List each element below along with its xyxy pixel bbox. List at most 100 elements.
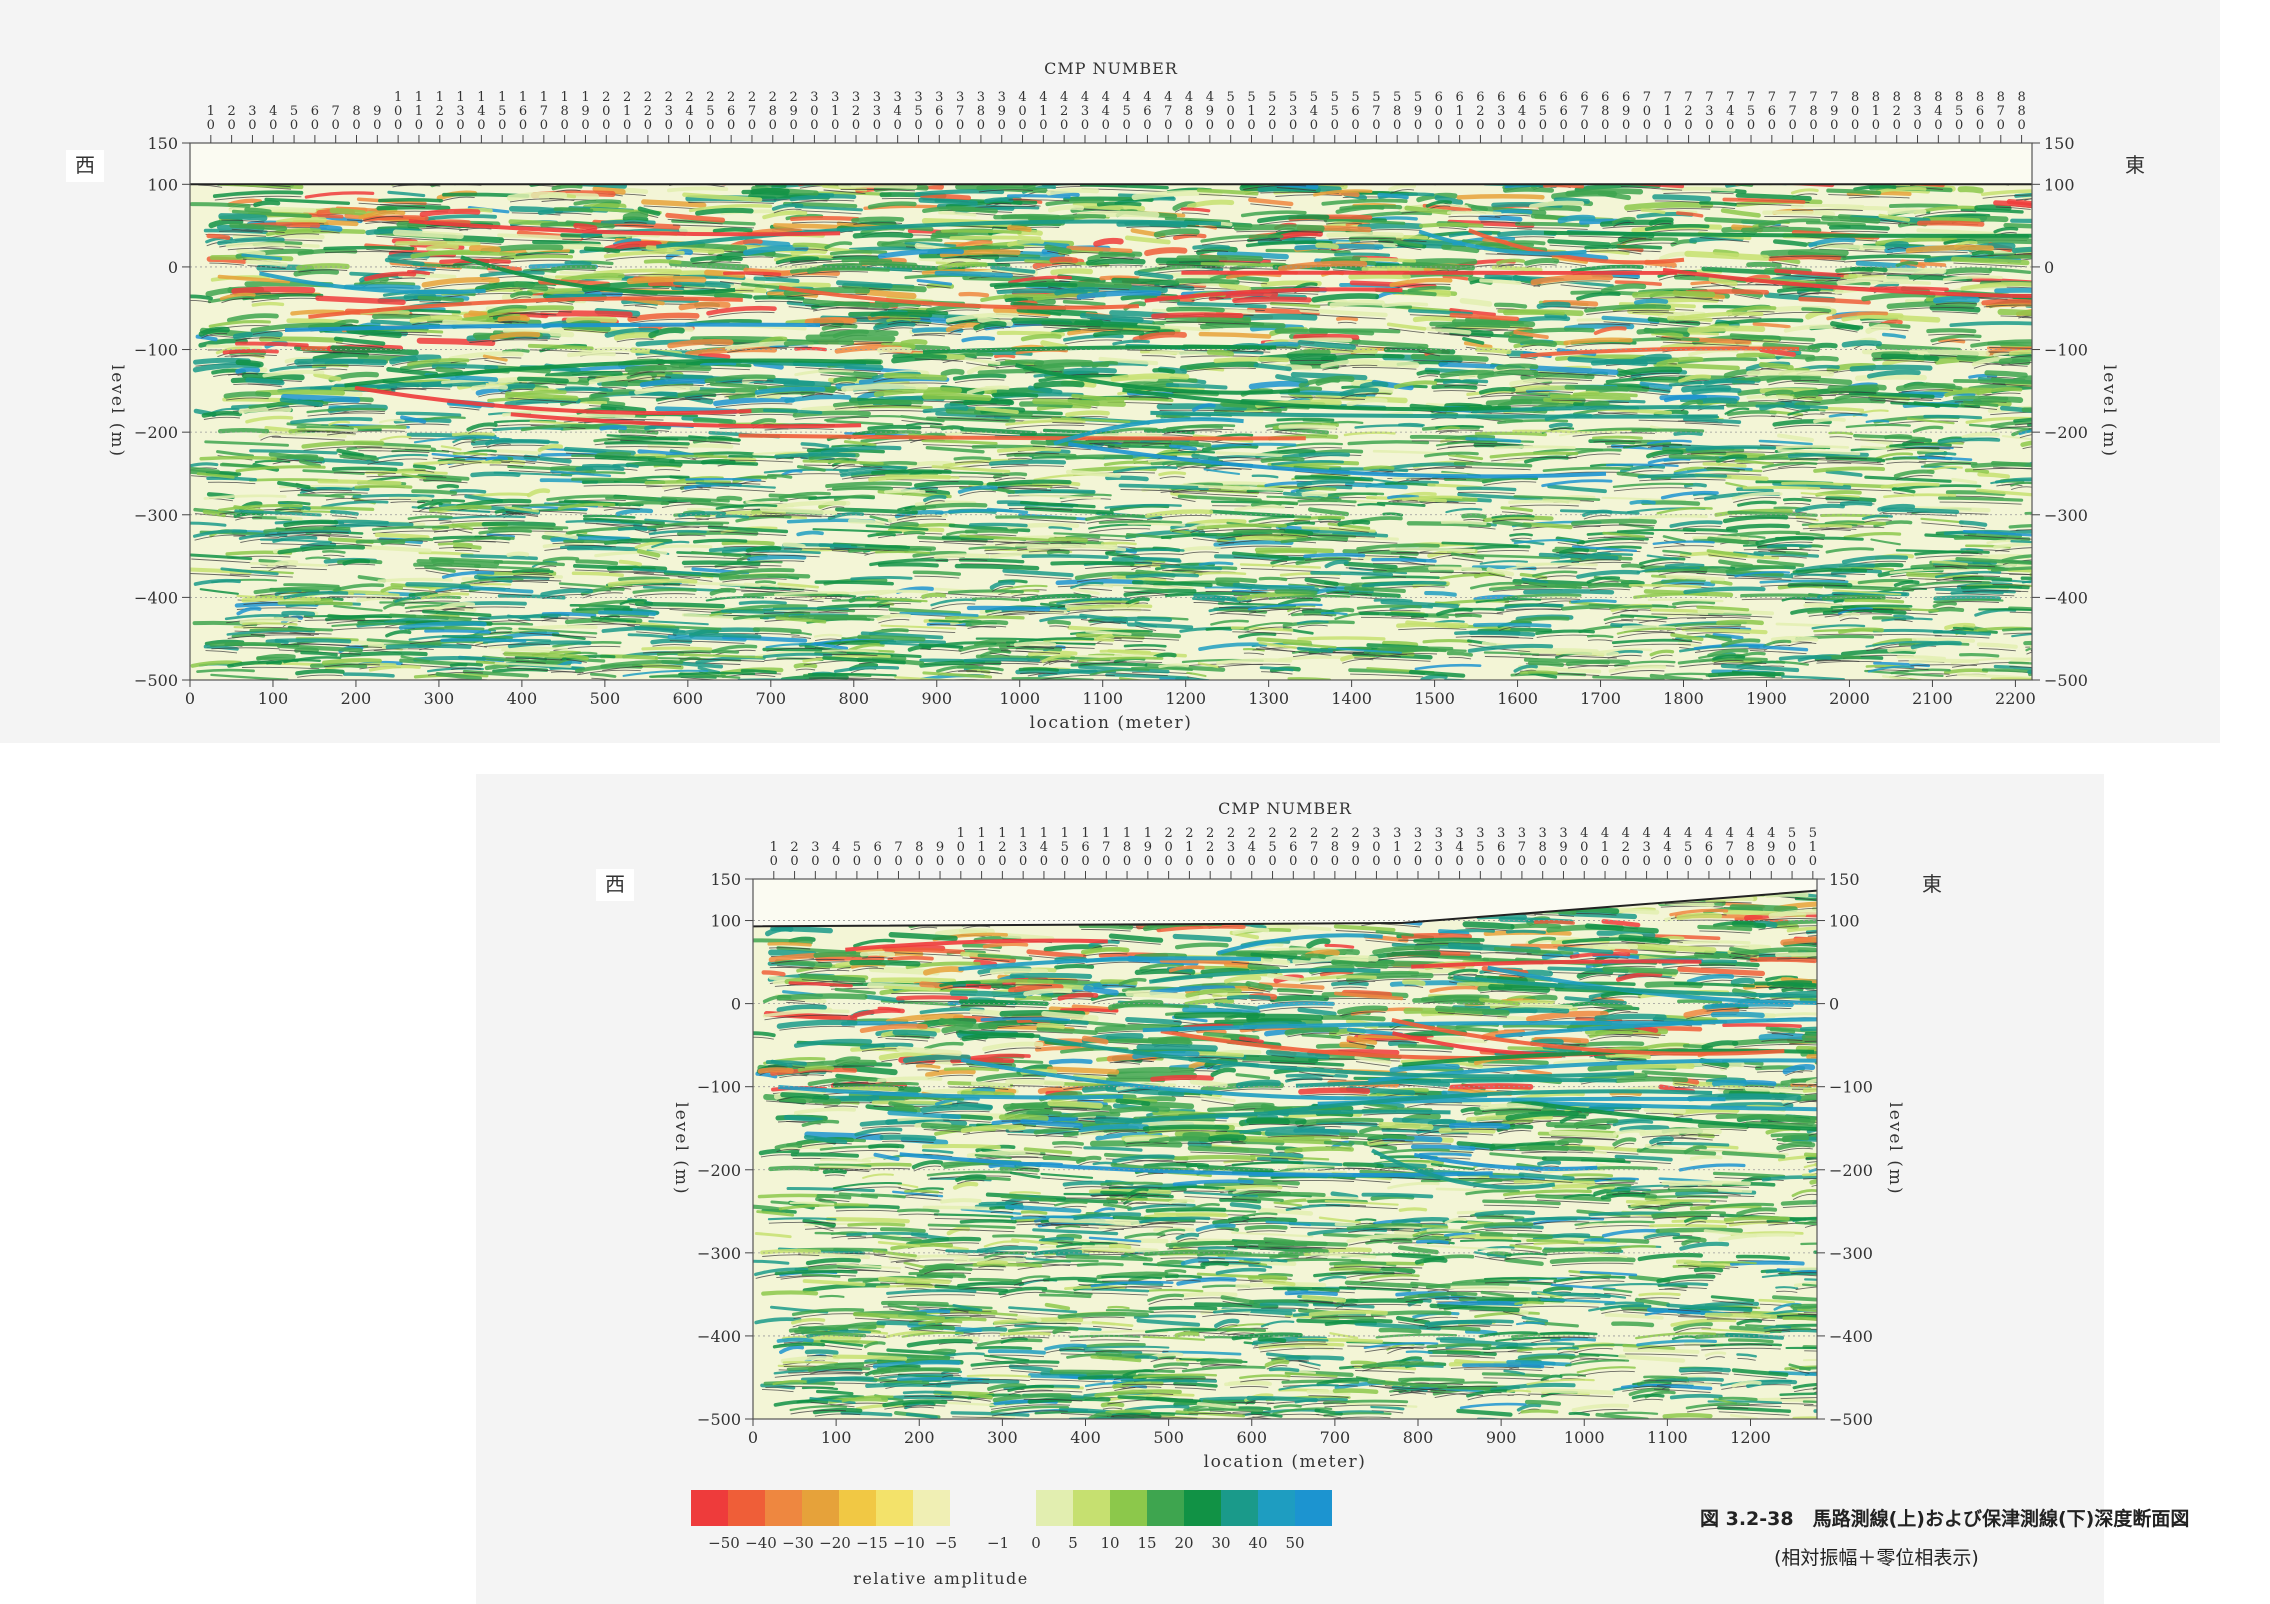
reflector-event bbox=[1933, 598, 2004, 604]
reflector-event bbox=[196, 668, 255, 673]
reflector-event bbox=[671, 219, 756, 226]
wiggle-trace bbox=[1467, 394, 1548, 399]
reflector-event bbox=[488, 626, 513, 632]
reflector-event bbox=[1805, 355, 1839, 362]
reflector-event bbox=[984, 197, 1014, 204]
reflector-event bbox=[747, 554, 807, 562]
reflector-event bbox=[1776, 287, 1821, 294]
reflector-event bbox=[1199, 322, 1286, 330]
reflector-event bbox=[1775, 622, 1865, 629]
wiggle-trace bbox=[755, 300, 803, 303]
reflector-event bbox=[1497, 399, 1533, 408]
reflector-event bbox=[575, 607, 633, 612]
wiggle-trace bbox=[1161, 683, 1240, 687]
wiggle-trace bbox=[1350, 673, 1424, 678]
reflector-event bbox=[594, 550, 668, 558]
wiggle-trace bbox=[241, 666, 320, 670]
wiggle-trace bbox=[1350, 345, 1427, 351]
wiggle-trace bbox=[373, 530, 448, 534]
reflector-event bbox=[564, 260, 592, 266]
wiggle-trace bbox=[1509, 357, 1536, 360]
reflector-event bbox=[604, 327, 660, 338]
wiggle-trace bbox=[473, 444, 548, 448]
reflector-event bbox=[411, 489, 457, 495]
reflector-event bbox=[1987, 405, 2032, 414]
reflector-event bbox=[1774, 268, 1849, 278]
wiggle-trace bbox=[1874, 633, 1942, 637]
reflector-event bbox=[1326, 231, 1404, 238]
reflector-event bbox=[302, 469, 365, 475]
reflector-event bbox=[275, 216, 327, 226]
reflector-event bbox=[1196, 246, 1238, 256]
reflector-event bbox=[1668, 454, 1720, 461]
reflector-event bbox=[565, 519, 621, 524]
reflector-event bbox=[1047, 204, 1085, 213]
wiggle-trace bbox=[791, 636, 812, 639]
wiggle-trace bbox=[221, 298, 255, 304]
wiggle-trace bbox=[1886, 461, 1926, 464]
reflector-event bbox=[1952, 626, 1974, 631]
reflector-event bbox=[912, 570, 962, 576]
wiggle-trace bbox=[1771, 415, 1802, 420]
reflector-event bbox=[1759, 579, 1849, 584]
wiggle-trace bbox=[1337, 321, 1357, 324]
reflector-event bbox=[1442, 379, 1489, 385]
reflector-event bbox=[543, 290, 585, 296]
reflector-event bbox=[1696, 397, 1738, 405]
wiggle-trace bbox=[499, 460, 536, 464]
reflector-event bbox=[914, 480, 984, 488]
reflector-event bbox=[580, 587, 625, 596]
reflector-event bbox=[974, 638, 1017, 647]
reflector-event bbox=[1814, 206, 1890, 214]
reflector-event bbox=[392, 229, 464, 240]
reflector-event bbox=[682, 192, 763, 202]
wiggle-trace bbox=[1652, 583, 1705, 589]
reflector-event bbox=[1652, 194, 1712, 202]
wiggle-trace bbox=[605, 446, 689, 449]
reflector-event bbox=[1737, 500, 1777, 507]
reflector-event bbox=[1198, 331, 1272, 339]
reflector-event bbox=[1949, 321, 2032, 328]
reflector-event bbox=[1672, 600, 1716, 606]
reflector-event bbox=[1887, 646, 1917, 653]
reflector-event bbox=[789, 194, 857, 202]
wiggle-trace bbox=[209, 262, 244, 266]
wiggle-trace bbox=[1655, 335, 1682, 341]
reflector-event bbox=[681, 613, 761, 621]
top-section-panel: 150 150 100 100 0 0 −100 −100 −200 −200 −300 −300 −4… bbox=[0, 0, 2220, 743]
reflector-event bbox=[1053, 532, 1137, 538]
wiggle-trace bbox=[1919, 455, 1946, 458]
reflector-event bbox=[1647, 598, 1724, 603]
reflector-event bbox=[904, 241, 957, 248]
wiggle-trace bbox=[1391, 283, 1451, 290]
reflector-event bbox=[1197, 662, 1220, 669]
wiggle-trace bbox=[412, 510, 490, 517]
reflector-event bbox=[1516, 315, 1571, 323]
reflector-event bbox=[1348, 339, 1429, 349]
reflector-event bbox=[1330, 420, 1364, 425]
wiggle-trace bbox=[358, 450, 430, 454]
reflector-event bbox=[1968, 238, 2032, 245]
reflector-event bbox=[1547, 484, 1607, 494]
wiggle-trace bbox=[695, 307, 719, 310]
reflector-event bbox=[1456, 194, 1545, 200]
reflector-event bbox=[518, 627, 598, 635]
reflector-event bbox=[2029, 572, 2032, 577]
reflector-event bbox=[796, 530, 824, 537]
reflector-event bbox=[507, 614, 531, 621]
reflector-event bbox=[1601, 496, 1687, 502]
reflector-event bbox=[559, 545, 612, 549]
reflector-event bbox=[1124, 235, 1171, 245]
reflector-event bbox=[1592, 675, 1665, 681]
reflector-event bbox=[1007, 489, 1096, 495]
reflector-event bbox=[551, 184, 583, 191]
reflector-event bbox=[1767, 254, 1842, 262]
reflector-event bbox=[1848, 390, 1935, 399]
reflector-event bbox=[1434, 195, 1464, 206]
reflector-event bbox=[1984, 370, 2028, 378]
wiggle-trace bbox=[1436, 429, 1483, 432]
reflector-event bbox=[1215, 577, 1258, 584]
reflector-event bbox=[1257, 185, 1342, 193]
reflector-event bbox=[1620, 464, 1666, 473]
wiggle-trace bbox=[1882, 513, 1958, 517]
